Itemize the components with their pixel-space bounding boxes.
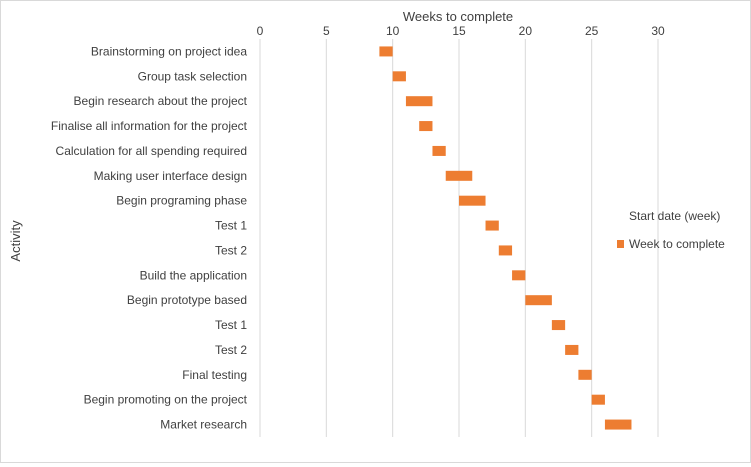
y-axis-title: Activity (8, 220, 23, 262)
x-tick-label: 0 (257, 24, 264, 38)
category-label: Market research (160, 418, 247, 432)
duration-bar (565, 344, 579, 355)
category-label: Test 2 (215, 343, 247, 357)
duration-bar (379, 46, 393, 57)
duration-bar (392, 71, 406, 82)
category-label: Begin prototype based (127, 293, 247, 307)
duration-bar (419, 121, 433, 132)
duration-bar (459, 195, 486, 206)
x-tick-label: 20 (519, 24, 533, 38)
legend-swatch-duration (617, 240, 624, 248)
x-tick-label: 30 (651, 24, 665, 38)
category-label: Test 1 (215, 318, 247, 332)
duration-bar (604, 419, 632, 430)
bars (379, 46, 632, 430)
duration-bar (445, 170, 473, 181)
duration-bar (498, 245, 513, 256)
category-labels: Brainstorming on project idea Group task … (51, 44, 248, 431)
category-label: Group task selection (138, 69, 247, 83)
category-label: Begin research about the project (74, 94, 248, 108)
category-label: Begin programing phase (116, 194, 247, 208)
legend: Start date (week) Week to complete (617, 209, 725, 251)
legend-label-start: Start date (week) (629, 209, 720, 223)
duration-bar (405, 96, 433, 107)
category-label: Test 1 (215, 219, 247, 233)
grid-lines (259, 39, 659, 437)
category-label: Brainstorming on project idea (91, 44, 247, 58)
category-label: Making user interface design (94, 169, 247, 183)
duration-bar (432, 145, 446, 156)
duration-bar (512, 270, 526, 281)
category-label: Test 2 (215, 243, 247, 257)
category-label: Finalise all information for the project (51, 119, 248, 133)
legend-label-duration: Week to complete (629, 237, 725, 251)
x-tick-label: 15 (452, 24, 466, 38)
category-label: Final testing (182, 368, 247, 382)
x-axis-title: Weeks to complete (403, 9, 513, 24)
duration-bar (525, 295, 552, 306)
x-tick-label: 5 (323, 24, 330, 38)
x-tick-label: 10 (386, 24, 400, 38)
x-tick-label: 25 (585, 24, 599, 38)
duration-bar (485, 220, 499, 231)
x-tick-labels: 0 5 10 15 20 25 30 (257, 24, 665, 38)
duration-bar (591, 394, 605, 405)
category-label: Build the application (140, 268, 247, 282)
category-label: Begin promoting on the project (84, 393, 248, 407)
duration-bar (578, 369, 592, 380)
duration-bar (551, 320, 566, 331)
category-label: Calculation for all spending required (56, 144, 247, 158)
